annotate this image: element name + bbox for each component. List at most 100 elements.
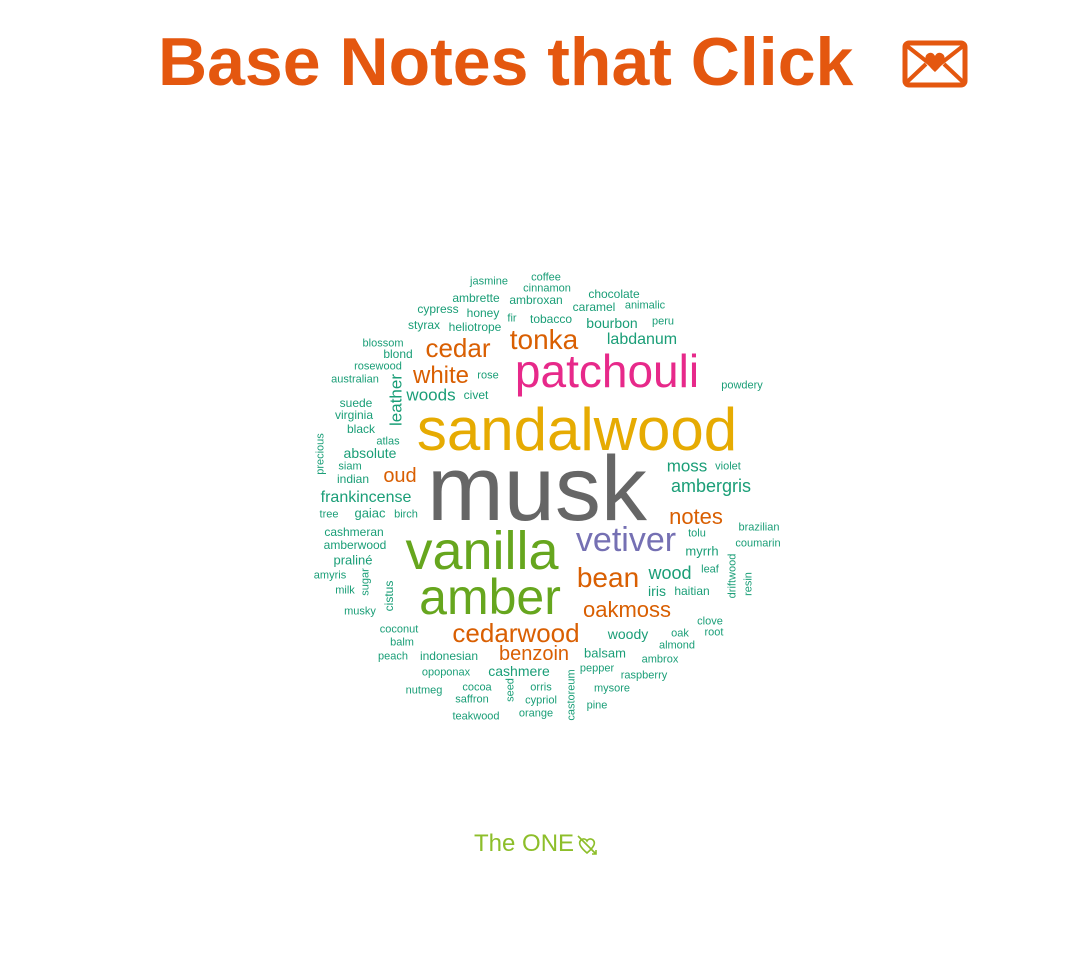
word-fir: fir	[507, 312, 517, 325]
word-woody: woody	[607, 626, 649, 642]
word-tree: tree	[319, 508, 339, 521]
word-ambroxan: ambroxan	[509, 293, 563, 307]
word-cashmere: cashmere	[488, 663, 550, 679]
word-ambrox: ambrox	[641, 653, 679, 666]
word-nutmeg: nutmeg	[405, 684, 443, 697]
word-teakwood: teakwood	[452, 710, 500, 723]
word-pepper: pepper	[579, 662, 615, 675]
word-leaf: leaf	[701, 563, 719, 576]
word-black: black	[346, 422, 376, 436]
word-sugar: sugar	[359, 568, 372, 596]
word-siam: siam	[338, 460, 362, 473]
word-mysore: mysore	[593, 682, 631, 695]
word-indian: indian	[336, 472, 370, 486]
word-amberwood: amberwood	[323, 538, 387, 552]
word-iris: iris	[648, 583, 666, 599]
word-raspberry: raspberry	[620, 669, 668, 682]
word-patchouli: patchouli	[514, 345, 700, 397]
word-chocolate: chocolate	[588, 287, 640, 301]
word-blossom: blossom	[362, 337, 404, 350]
word-amyris: amyris	[313, 569, 347, 582]
word-birch: birch	[394, 508, 418, 521]
word-rose: rose	[477, 369, 499, 382]
word-animalic: animalic	[624, 299, 666, 312]
word-civet: civet	[463, 388, 489, 402]
word-absolute: absolute	[343, 445, 397, 461]
page-title: Base Notes that Click	[158, 24, 854, 100]
word-balm: balm	[390, 636, 414, 649]
word-pine: pine	[586, 699, 608, 712]
word-tolu: tolu	[688, 527, 706, 540]
word-atlas: atlas	[376, 435, 400, 448]
word-oak: oak	[671, 627, 689, 640]
word-milk: milk	[335, 584, 355, 597]
word-notes: notes	[669, 504, 723, 529]
word-benzoin: benzoin	[498, 643, 570, 665]
word-powdery: powdery	[721, 379, 763, 392]
word-rosewood: rosewood	[354, 360, 402, 373]
word-caramel: caramel	[572, 300, 616, 314]
word-balsam: balsam	[584, 645, 626, 661]
word-styrax: styrax	[407, 318, 441, 332]
word-vetiver: vetiver	[575, 521, 677, 559]
word-violet: violet	[715, 460, 741, 473]
word-coconut: coconut	[379, 623, 419, 636]
word-musk: musk	[427, 438, 647, 540]
heart-envelope-icon	[902, 40, 968, 88]
word-indonesian: indonesian	[419, 649, 479, 663]
word-sandalwood: sandalwood	[416, 396, 738, 463]
word-wood: wood	[648, 563, 692, 583]
word-vanilla: vanilla	[405, 521, 559, 581]
word-coumarin: coumarin	[735, 537, 781, 550]
word-white: white	[412, 362, 470, 389]
word-precious: precious	[314, 433, 327, 475]
word-oud: oud	[383, 465, 417, 487]
word-bean: bean	[576, 562, 640, 593]
word-peru: peru	[651, 315, 675, 328]
word-castoreum: castoreum	[565, 669, 578, 721]
word-heliotrope: heliotrope	[448, 320, 502, 334]
word-pralin-: praliné	[333, 552, 373, 568]
word-cistus: cistus	[382, 580, 396, 612]
word-ambrette: ambrette	[452, 291, 500, 305]
word-seed: seed	[504, 678, 517, 702]
word-cinnamon: cinnamon	[523, 282, 571, 295]
word-suede: suede	[339, 396, 373, 410]
word-blond: blond	[383, 347, 413, 361]
word-clove: clove	[697, 615, 723, 628]
word-woods: woods	[406, 385, 456, 405]
word-amber: amber	[419, 569, 561, 625]
word-driftwood: driftwood	[726, 553, 739, 599]
word-almond: almond	[658, 639, 696, 652]
word-moss: moss	[666, 456, 708, 476]
word-musky: musky	[344, 605, 376, 618]
word-saffron: saffron	[455, 693, 489, 706]
word-root: root	[704, 626, 724, 639]
heart-arrow-icon	[577, 835, 597, 855]
word-myrrh: myrrh	[685, 543, 719, 559]
word-orris: orris	[530, 681, 552, 694]
word-tobacco: tobacco	[529, 312, 573, 326]
word-virginia: virginia	[334, 408, 374, 422]
word-coffee: coffee	[531, 271, 561, 284]
footer-caption: The ONE	[474, 830, 575, 857]
word-cocoa: cocoa	[462, 681, 492, 694]
word-orange: orange	[518, 707, 554, 720]
word-cypress: cypress	[417, 302, 459, 316]
word-opoponax: opoponax	[421, 666, 471, 679]
word-cedar: cedar	[425, 333, 491, 363]
word-bourbon: bourbon	[586, 315, 638, 331]
word-peach: peach	[378, 650, 408, 663]
word-honey: honey	[466, 306, 500, 320]
word-frankincense: frankincense	[320, 489, 412, 506]
word-gaiac: gaiac	[354, 505, 386, 521]
word-australian: australian	[331, 373, 379, 386]
word-leather: leather	[386, 374, 406, 426]
word-cashmeran: cashmeran	[324, 525, 384, 539]
word-tonka: tonka	[509, 324, 579, 355]
word-resin: resin	[742, 572, 755, 596]
word-brazilian: brazilian	[738, 521, 780, 534]
word-cedarwood: cedarwood	[452, 618, 580, 648]
word-oakmoss: oakmoss	[582, 597, 672, 622]
